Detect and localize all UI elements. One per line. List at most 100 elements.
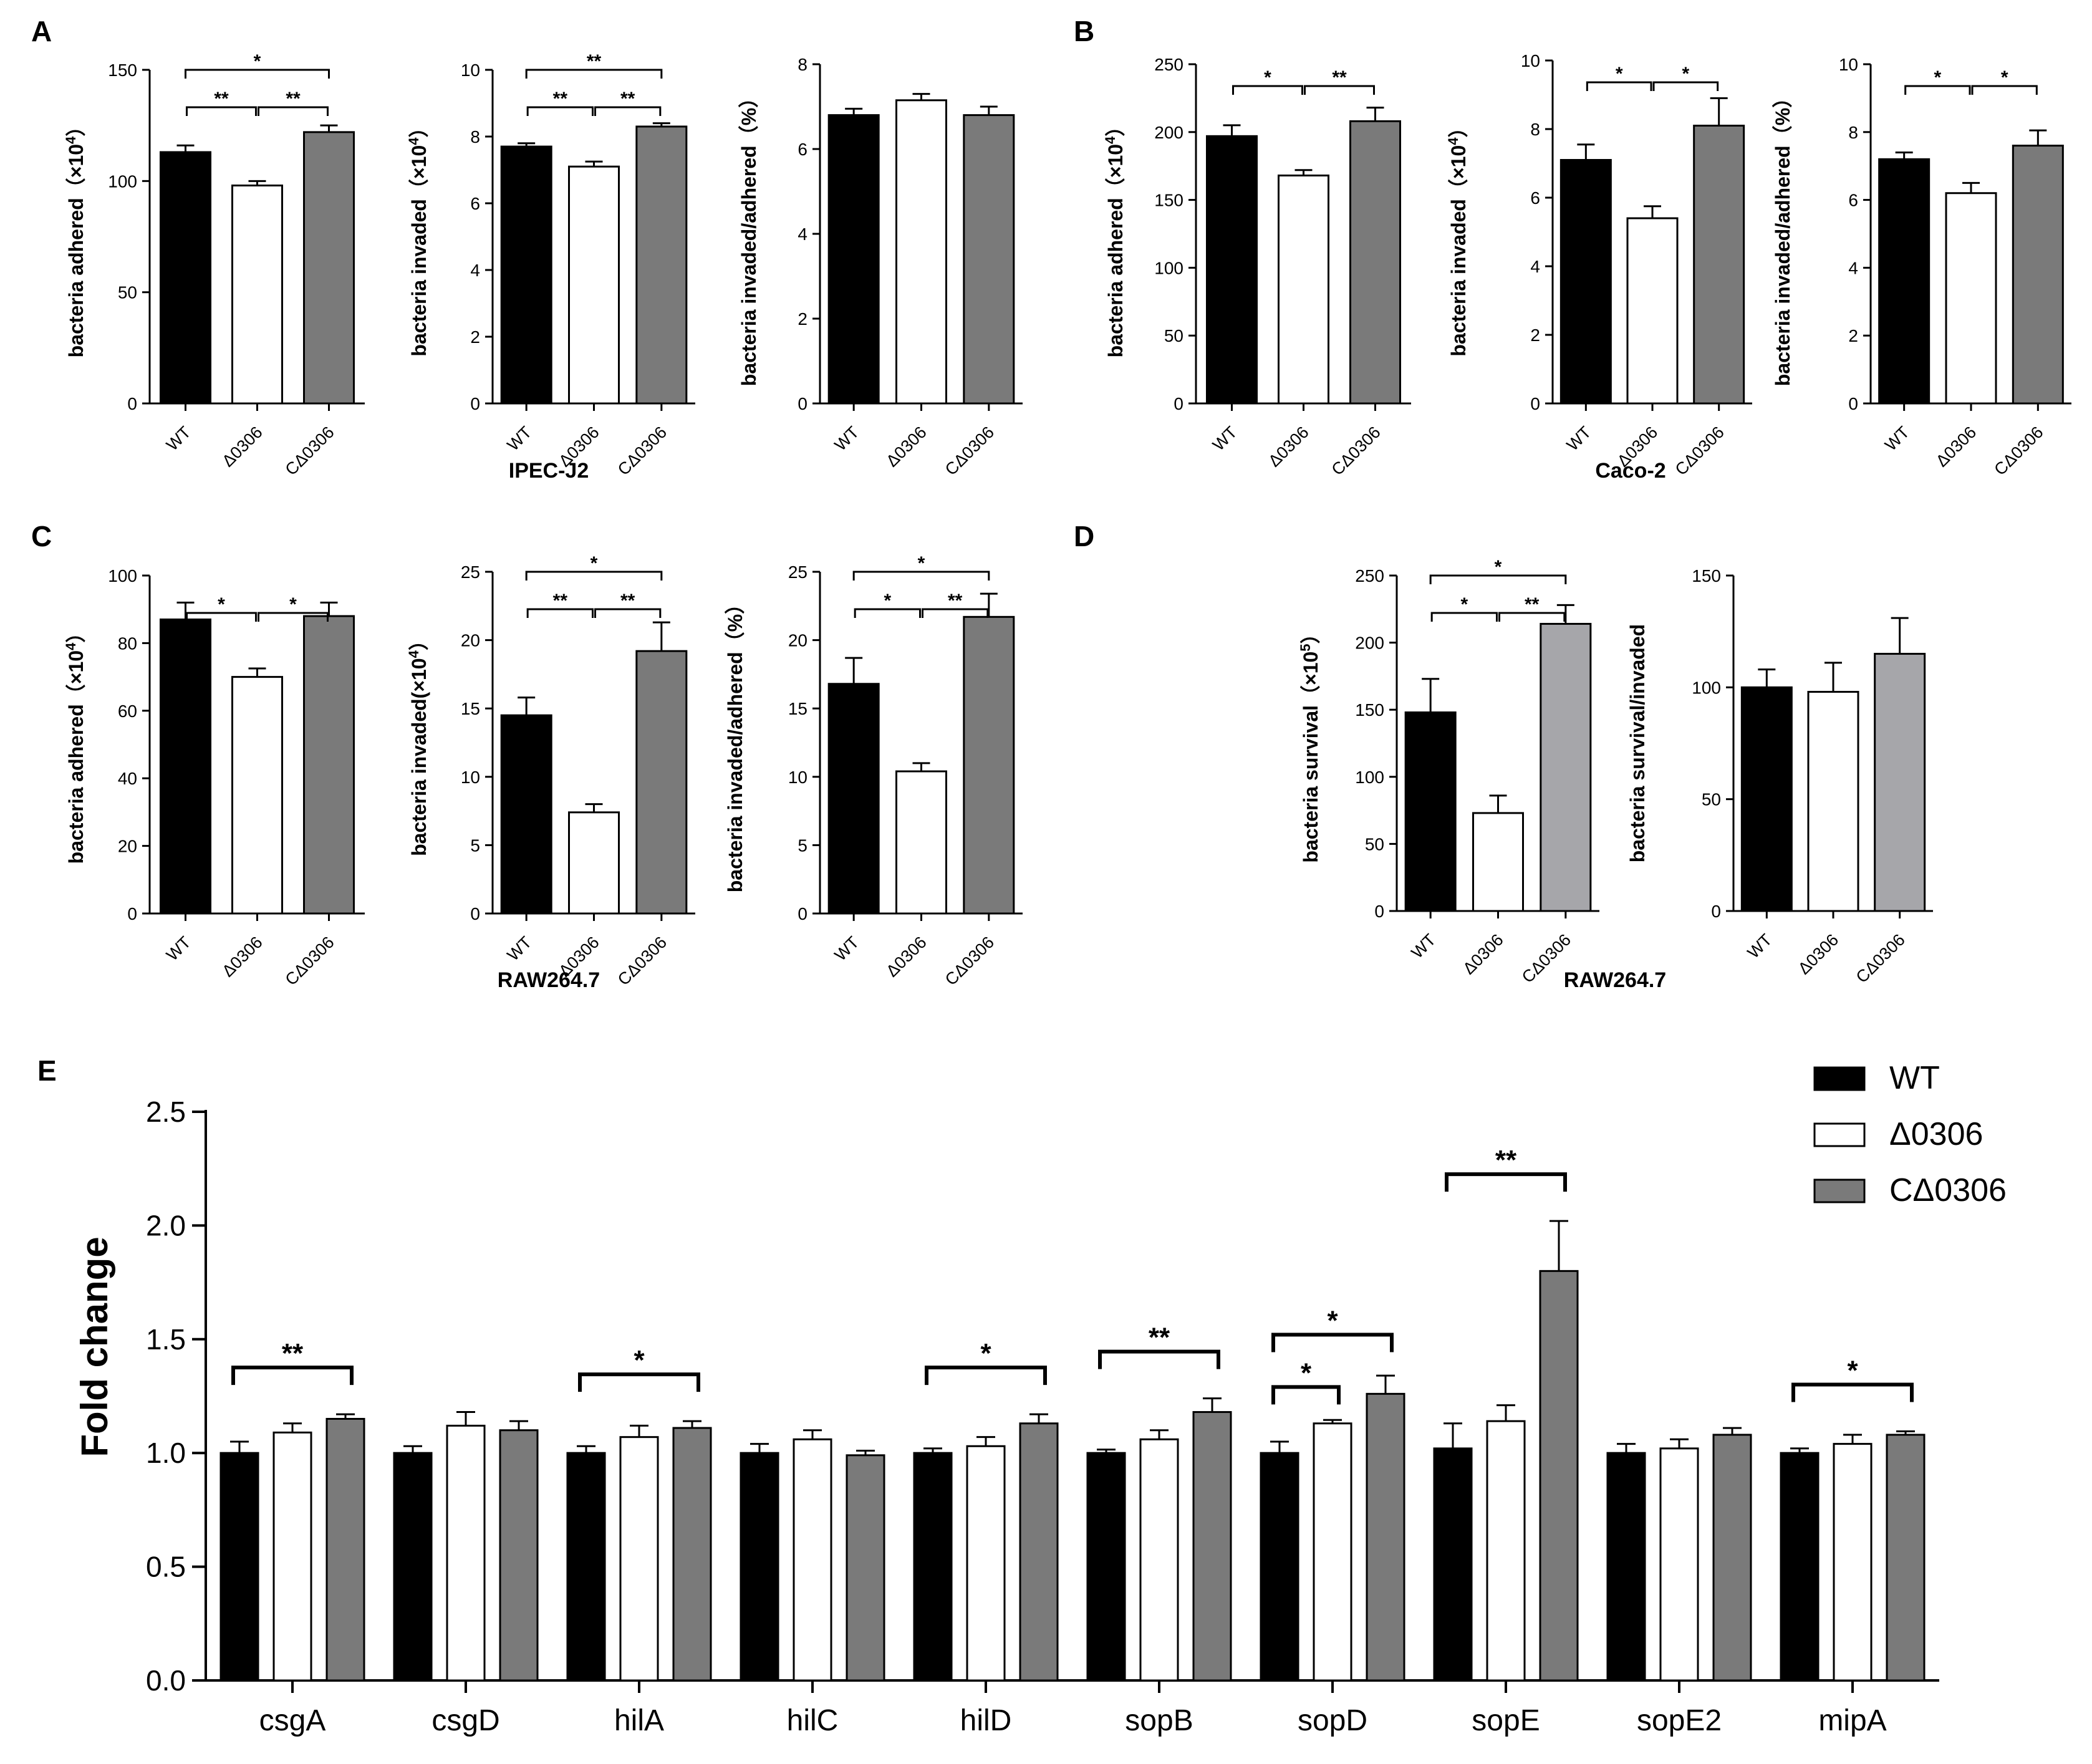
bar-hilD-WT bbox=[913, 1452, 953, 1682]
y-tick-label: 100 bbox=[1692, 678, 1721, 697]
significance-bracket bbox=[526, 106, 594, 116]
significance-bracket bbox=[922, 608, 989, 618]
y-tick-label: 25 bbox=[788, 562, 807, 582]
significance-label: ** bbox=[1332, 67, 1347, 88]
y-axis-label: bacteria invaded/adhered（%） bbox=[738, 88, 760, 386]
y-axis-label: bacteria invaded/adhered（%） bbox=[1771, 88, 1794, 386]
y-tick-label: 0 bbox=[1711, 902, 1721, 921]
y-tick-label: 4 bbox=[798, 224, 807, 244]
bar-CΔ0306 bbox=[1693, 125, 1745, 405]
bar-Δ0306 bbox=[1278, 174, 1329, 405]
y-tick-label: 100 bbox=[108, 566, 137, 586]
x-tick-label: mipA bbox=[1818, 1704, 1886, 1737]
significance-bracket bbox=[925, 1366, 1047, 1386]
bar-hilD-CΔ0306 bbox=[1019, 1422, 1059, 1682]
y-tick-label: 25 bbox=[461, 562, 480, 582]
significance-label: * bbox=[980, 1338, 991, 1369]
significance-bracket bbox=[258, 612, 329, 622]
y-tick-label: 150 bbox=[1355, 700, 1384, 720]
significance-bracket bbox=[525, 571, 663, 581]
y-tick-label: 4 bbox=[470, 261, 480, 280]
y-axis-label: bacteria survival（×105） bbox=[1298, 624, 1323, 862]
y-axis-label: bacteria invaded（×104） bbox=[1445, 117, 1470, 356]
y-axis-label-main: bacteria survival（×10 bbox=[1299, 652, 1322, 863]
x-tick-label: WT bbox=[1408, 930, 1440, 962]
x-tick-label: CΔ0306 bbox=[1990, 423, 2046, 479]
x-tick-label: hilA bbox=[614, 1704, 664, 1737]
y-tick-label: 0 bbox=[470, 394, 480, 413]
significance-label: ** bbox=[1525, 594, 1540, 615]
x-tick-label: CΔ0306 bbox=[614, 423, 670, 479]
bar-sopE2-CΔ0306 bbox=[1712, 1434, 1752, 1682]
bar-csgA-CΔ0306 bbox=[325, 1417, 365, 1682]
y-axis-label-tail: ） bbox=[1104, 117, 1127, 137]
bar-hilA-Δ0306 bbox=[619, 1436, 659, 1682]
bar-csgD-CΔ0306 bbox=[499, 1429, 539, 1682]
bar-CΔ0306 bbox=[1349, 120, 1401, 405]
x-tick-label: Δ0306 bbox=[882, 423, 930, 470]
y-axis-label-tail: ） bbox=[408, 630, 430, 650]
panel-letter-a: A bbox=[31, 15, 52, 47]
bar-Δ0306 bbox=[568, 165, 620, 405]
panel-letters: A B C D E bbox=[31, 15, 1094, 1087]
bar-WT bbox=[1404, 711, 1457, 912]
bar-CΔ0306 bbox=[635, 125, 688, 405]
x-tick-label: sopE2 bbox=[1637, 1704, 1722, 1737]
x-tick-label: CΔ0306 bbox=[282, 933, 338, 989]
bar-WT bbox=[1559, 159, 1612, 405]
y-axis-label: bacteria adhered（×104） bbox=[63, 623, 88, 864]
x-tick-label: CΔ0306 bbox=[942, 423, 998, 479]
significance-label: * bbox=[634, 1345, 645, 1376]
y-axis-label: bacteria invaded/adhered（%） bbox=[724, 594, 746, 892]
significance-label: ** bbox=[620, 590, 635, 611]
y-axis-label-exponent: 4 bbox=[1445, 137, 1461, 145]
x-tick-label: CΔ0306 bbox=[1672, 423, 1728, 479]
y-axis-label: bacteria survival/invaded bbox=[1626, 624, 1649, 862]
y-tick-label: 0 bbox=[470, 904, 480, 923]
cell-line-labels: IPEC-J2 Caco-2 RAW264.7 RAW264.7 bbox=[498, 459, 1666, 992]
x-tick-label: sopE bbox=[1472, 1704, 1540, 1737]
significance-bracket bbox=[186, 612, 257, 622]
significance-bracket bbox=[1971, 85, 2038, 95]
y-tick-label: 2 bbox=[1848, 326, 1858, 345]
y-tick-label: 2 bbox=[1530, 325, 1540, 345]
bar-CΔ0306 bbox=[635, 650, 688, 915]
bar-WT bbox=[1878, 158, 1931, 405]
y-tick-label: 5 bbox=[798, 836, 807, 855]
bar-sopB-WT bbox=[1086, 1452, 1126, 1682]
bar-CΔ0306 bbox=[2012, 145, 2064, 405]
significance-bracket bbox=[1791, 1382, 1914, 1402]
chart-d-11: 0 50 100 150 WT Δ0306 CΔ0306 bacteria survival/… bbox=[1626, 566, 1933, 986]
y-axis-label-main: bacteria invaded/adhered（%） bbox=[724, 594, 746, 892]
bar-hilA-CΔ0306 bbox=[672, 1427, 712, 1682]
significance-label: ** bbox=[286, 89, 301, 109]
legend-swatch-0 bbox=[1813, 1066, 1866, 1091]
y-axis-label-tail: ） bbox=[65, 117, 87, 137]
y-tick-label: 2 bbox=[470, 327, 480, 347]
significance-label: * bbox=[590, 553, 598, 574]
significance-bracket bbox=[1429, 574, 1567, 584]
bar-hilC-CΔ0306 bbox=[846, 1454, 885, 1682]
bar-sopD-CΔ0306 bbox=[1366, 1392, 1405, 1682]
y-tick-label: 60 bbox=[118, 701, 137, 721]
significance-bracket bbox=[854, 608, 921, 618]
x-tick-label: Δ0306 bbox=[1265, 423, 1312, 470]
y-tick-label: 10 bbox=[1839, 55, 1858, 74]
significance-bracket bbox=[1498, 612, 1566, 622]
bar-Δ0306 bbox=[231, 676, 283, 915]
y-axis-label-main: bacteria survival/invaded bbox=[1626, 624, 1649, 862]
y-tick-label: 8 bbox=[1530, 120, 1540, 139]
y-tick-label: 15 bbox=[461, 699, 480, 718]
bar-mipA-WT bbox=[1780, 1452, 1820, 1682]
significance-bracket bbox=[1430, 612, 1498, 622]
x-tick-label: hilD bbox=[960, 1704, 1012, 1737]
significance-bracket bbox=[185, 69, 330, 79]
y-axis-label-exponent: 4 bbox=[63, 642, 79, 650]
x-tick-label: WT bbox=[504, 423, 536, 455]
bar-hilA-WT bbox=[566, 1452, 606, 1682]
y-tick-label: 0 bbox=[127, 904, 137, 923]
